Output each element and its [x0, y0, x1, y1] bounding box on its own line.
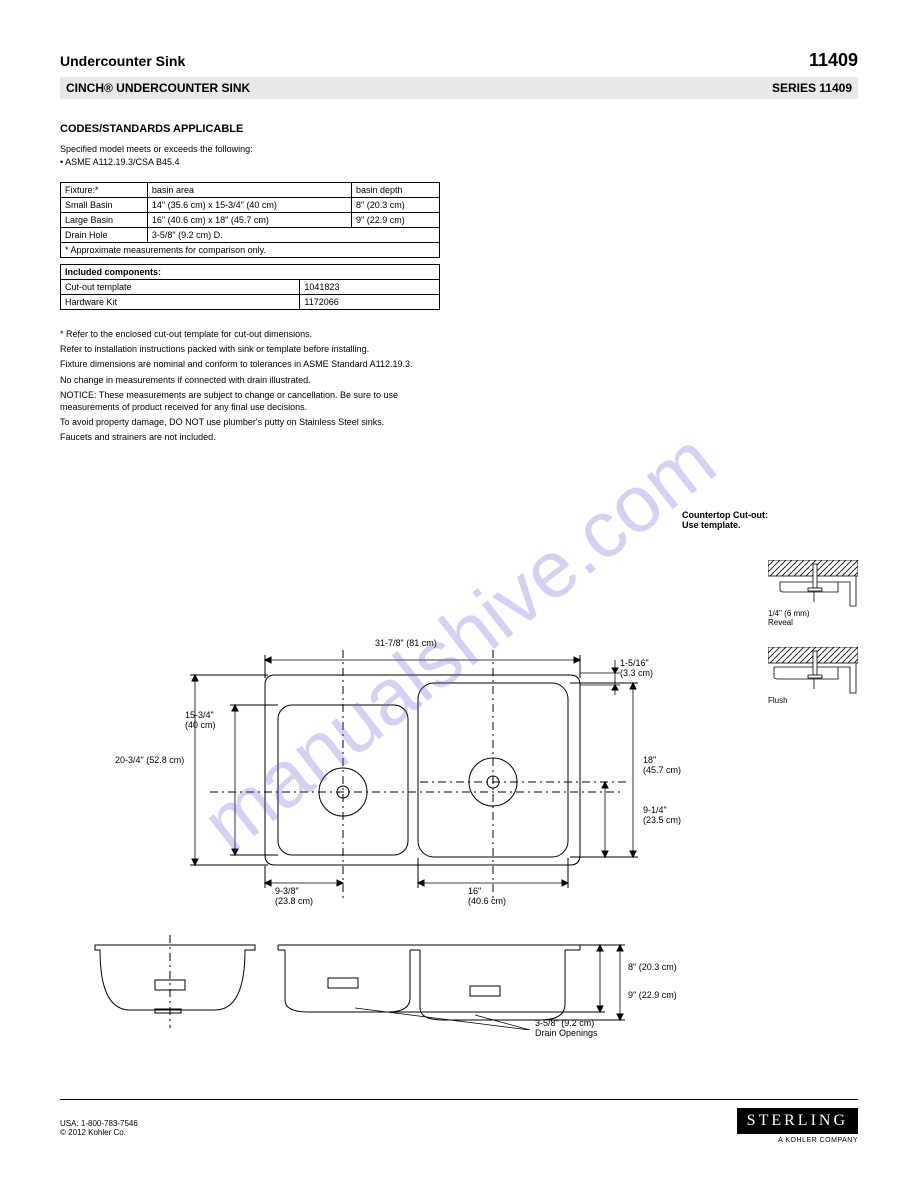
table-row: Drain Hole 3-5/8" (9.2 cm) D.	[61, 228, 440, 243]
sterling-logo: STERLING	[737, 1108, 858, 1134]
cell: Cut-out template	[61, 280, 300, 295]
dim-outer-w: 31-7/8" (81 cm)	[375, 638, 437, 648]
cell: Included components:	[61, 265, 440, 280]
cell: 1041823	[300, 280, 440, 295]
dim-outer-h: 20-3/4" (52.8 cm)	[115, 755, 184, 765]
subheader-left: CINCH® UNDERCOUNTER SINK	[66, 81, 250, 95]
cell: 9" (22.9 cm)	[352, 213, 440, 228]
footer-logo: STERLING A KOHLER COMPANY	[737, 1108, 858, 1144]
cell: 1172066	[300, 295, 440, 310]
mounting-table: Included components: Cut-out template 10…	[60, 264, 440, 310]
dim-large-h: 18" (45.7 cm)	[643, 755, 681, 775]
dim-depth-small: 8" (20.3 cm)	[628, 962, 677, 972]
note-line: Fixture dimensions are nominal and confo…	[60, 358, 450, 370]
codes-title: CODES/STANDARDS APPLICABLE	[60, 123, 858, 135]
table-row: Small Basin 14" (35.6 cm) x 15-3/4" (40 …	[61, 198, 440, 213]
table-row: Cut-out template 1041823	[61, 280, 440, 295]
dim-rim: 1-5/16" (3.3 cm)	[620, 658, 653, 678]
cell: Drain Hole	[61, 228, 148, 243]
technical-drawing: 31-7/8" (81 cm) 1-5/16" (3.3 cm) 20-3/4"…	[60, 560, 860, 1020]
spec-line: Specified model meets or exceeds the fol…	[60, 143, 858, 156]
header-right: 11409	[809, 50, 858, 71]
dim-left-offset: 9-3/8" (23.8 cm)	[275, 886, 313, 906]
header-left: Undercounter Sink	[60, 53, 185, 69]
footer-left: USA: 1-800-783-7546 © 2012 Kohler Co.	[60, 1119, 360, 1138]
spec-table: Fixture:* basin area basin depth Small B…	[60, 182, 440, 258]
subheader-bar: CINCH® UNDERCOUNTER SINK SERIES 11409	[60, 77, 858, 99]
cell: basin depth	[352, 183, 440, 198]
cell: * Approximate measurements for compariso…	[61, 243, 440, 258]
note-line: To avoid property damage, DO NOT use plu…	[60, 416, 450, 428]
cell: Small Basin	[61, 198, 148, 213]
cell: 3-5/8" (9.2 cm) D.	[147, 228, 439, 243]
cell: Large Basin	[61, 213, 148, 228]
table-row: * Approximate measurements for compariso…	[61, 243, 440, 258]
note-line: Faucets and strainers are not included.	[60, 431, 450, 443]
dim-large-cy: 9-1/4" (23.5 cm)	[643, 805, 681, 825]
cell: 16" (40.6 cm) x 18" (45.7 cm)	[147, 213, 351, 228]
footer-phone: USA: 1-800-783-7546	[60, 1119, 360, 1129]
dim-drain: 3-5/8" (9.2 cm) Drain Openings	[535, 1018, 598, 1038]
table-row: Hardware Kit 1172066	[61, 295, 440, 310]
note-line: NOTICE: These measurements are subject t…	[60, 389, 450, 413]
kohler-subline: A KOHLER COMPANY	[737, 1137, 858, 1144]
cell: Hardware Kit	[61, 295, 300, 310]
cutout-instruction: Countertop Cut-out: Use template.	[682, 510, 768, 530]
note-line: Refer to installation instructions packe…	[60, 343, 450, 355]
note-line: * Refer to the enclosed cut-out template…	[60, 328, 450, 340]
table-row: Fixture:* basin area basin depth	[61, 183, 440, 198]
footer-copyright: © 2012 Kohler Co.	[60, 1128, 360, 1138]
footer-rule	[60, 1099, 858, 1100]
dim-depth-large: 9" (22.9 cm)	[628, 990, 677, 1000]
spec-line: • ASME A112.19.3/CSA B45.4	[60, 156, 858, 169]
cell: 14" (35.6 cm) x 15-3/4" (40 cm)	[147, 198, 351, 213]
subheader-right: SERIES 11409	[772, 81, 852, 95]
dim-right-basin: 16" (40.6 cm)	[468, 886, 506, 906]
notes-block: * Refer to the enclosed cut-out template…	[60, 328, 450, 443]
cell: 8" (20.3 cm)	[352, 198, 440, 213]
table-row: Included components:	[61, 265, 440, 280]
cell: Fixture:*	[61, 183, 148, 198]
table-row: Large Basin 16" (40.6 cm) x 18" (45.7 cm…	[61, 213, 440, 228]
note-line: No change in measurements if connected w…	[60, 374, 450, 386]
dim-small-h: 15-3/4" (40 cm)	[185, 710, 216, 730]
cell: basin area	[147, 183, 351, 198]
